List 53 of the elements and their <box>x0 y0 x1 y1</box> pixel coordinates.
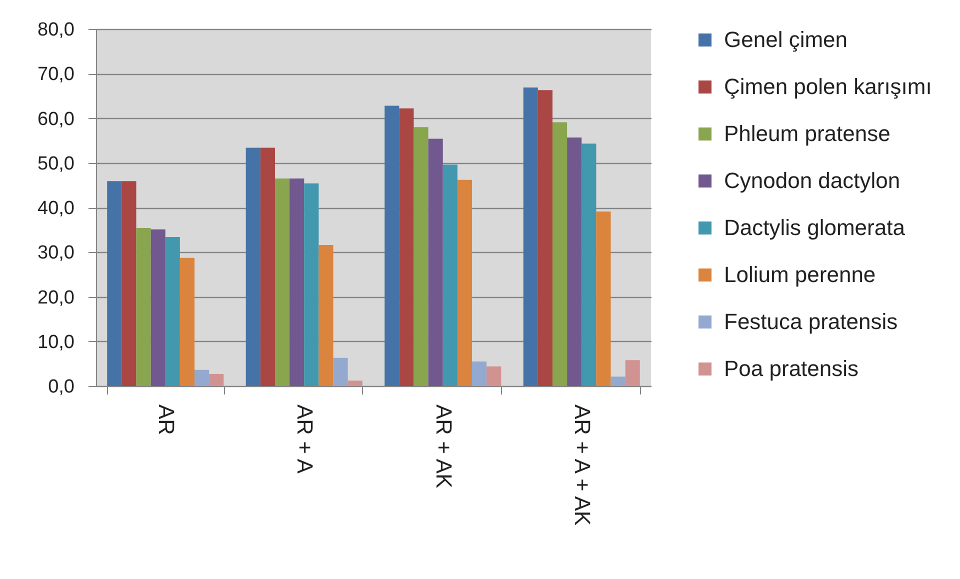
y-tick-label: 20,0 <box>38 287 74 308</box>
legend-label: Lolium perenne <box>724 262 876 287</box>
bar <box>399 108 414 386</box>
bar <box>246 148 260 386</box>
y-tick-label: 0,0 <box>48 376 74 398</box>
y-tick-label: 50,0 <box>38 153 74 174</box>
bar <box>596 212 611 386</box>
bar <box>457 180 472 386</box>
bar <box>348 380 362 386</box>
legend-label: Dactylis glomerata <box>724 215 906 240</box>
legend-label: Phleum pratense <box>724 121 890 146</box>
bar <box>486 366 502 386</box>
bar <box>333 358 348 386</box>
bar <box>567 137 582 386</box>
y-tick-label: 70,0 <box>38 64 74 86</box>
bar <box>472 361 487 386</box>
bar <box>428 138 443 386</box>
y-tick-label: 30,0 <box>38 242 74 264</box>
bar <box>523 87 538 386</box>
y-tick-label: 40,0 <box>38 198 74 219</box>
bar <box>414 127 428 386</box>
legend-label: Çimen polen karışımı <box>724 74 932 99</box>
bar <box>304 183 319 386</box>
bar <box>625 360 640 386</box>
bar <box>552 122 568 386</box>
y-tick-label: 60,0 <box>38 108 74 130</box>
bar <box>442 164 458 386</box>
bar <box>150 229 166 386</box>
x-tick-label: AR <box>154 404 179 436</box>
bar <box>136 228 151 386</box>
x-tick-label: AR + A + AK <box>570 404 596 526</box>
y-tick-label: 10,0 <box>38 332 74 353</box>
bar <box>209 374 224 386</box>
x-tick-label: AR + A <box>292 404 318 474</box>
legend-label: Festuca pratensis <box>724 309 898 334</box>
y-tick-label: 80,0 <box>38 20 74 40</box>
bar <box>194 370 210 386</box>
bar <box>384 106 400 386</box>
bar <box>610 376 626 386</box>
bar <box>107 181 122 386</box>
bar <box>274 178 290 386</box>
bar <box>122 181 136 386</box>
bar <box>582 144 596 386</box>
bar <box>260 148 275 386</box>
bar <box>538 90 552 386</box>
bar <box>180 258 195 386</box>
bar <box>290 178 304 386</box>
bar <box>165 236 180 386</box>
legend-label: Cynodon dactylon <box>724 168 900 193</box>
bar <box>318 244 334 386</box>
x-tick-label: AR + AK <box>431 404 456 489</box>
legend-label: Genel çimen <box>724 27 848 52</box>
legend-label: Poa pratensis <box>724 356 859 381</box>
